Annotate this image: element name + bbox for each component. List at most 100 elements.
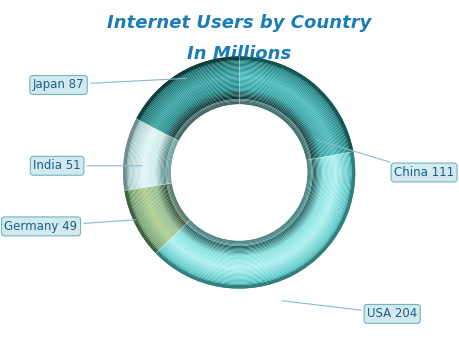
Wedge shape [171,156,333,267]
Wedge shape [128,190,159,251]
Wedge shape [169,94,239,137]
Wedge shape [164,138,174,184]
Wedge shape [239,88,321,157]
Wedge shape [149,71,239,126]
Wedge shape [168,184,188,223]
Wedge shape [152,75,239,128]
Wedge shape [137,126,150,188]
Wedge shape [129,121,142,190]
Wedge shape [162,137,172,185]
Wedge shape [175,100,239,140]
Wedge shape [148,187,174,236]
Wedge shape [146,187,172,238]
Wedge shape [168,140,177,184]
Wedge shape [123,119,137,190]
Wedge shape [125,120,139,190]
Wedge shape [145,187,171,239]
Wedge shape [142,128,154,188]
Wedge shape [130,189,161,249]
Wedge shape [150,131,161,186]
Wedge shape [136,57,239,119]
Wedge shape [157,81,239,130]
Wedge shape [165,89,239,135]
Wedge shape [175,156,328,262]
Wedge shape [162,153,345,279]
Wedge shape [154,186,178,232]
Wedge shape [239,80,330,156]
Wedge shape [145,66,239,124]
Wedge shape [142,64,239,123]
Wedge shape [126,120,140,190]
Wedge shape [239,104,306,160]
Wedge shape [139,60,239,121]
Wedge shape [157,185,180,230]
Wedge shape [168,155,337,272]
Wedge shape [159,82,239,131]
Wedge shape [146,67,239,124]
Wedge shape [162,86,239,133]
Wedge shape [239,78,331,156]
Wedge shape [141,62,239,122]
Wedge shape [239,66,343,154]
Wedge shape [239,65,344,153]
Wedge shape [182,158,318,252]
Wedge shape [147,187,173,237]
Wedge shape [169,155,335,269]
Wedge shape [137,188,166,244]
Wedge shape [172,97,239,138]
Wedge shape [178,104,239,141]
Wedge shape [173,156,330,264]
Wedge shape [156,78,239,129]
Wedge shape [145,129,157,187]
Wedge shape [189,160,308,242]
Wedge shape [163,87,239,134]
Wedge shape [156,151,354,288]
Wedge shape [239,67,342,154]
Wedge shape [156,186,179,231]
Wedge shape [150,72,239,127]
Wedge shape [239,92,318,158]
Wedge shape [239,60,349,152]
Wedge shape [124,119,138,190]
Wedge shape [167,155,339,273]
Wedge shape [165,184,186,225]
Wedge shape [168,155,336,270]
Wedge shape [148,130,160,187]
Wedge shape [239,77,332,156]
Wedge shape [156,151,354,288]
Wedge shape [239,71,338,155]
Text: Germany 49: Germany 49 [5,220,135,233]
Wedge shape [147,130,159,187]
Wedge shape [239,103,307,160]
Wedge shape [173,98,239,138]
Wedge shape [239,102,308,160]
Wedge shape [135,189,164,246]
Wedge shape [168,93,239,136]
Wedge shape [170,96,239,137]
Wedge shape [153,186,177,233]
Wedge shape [124,190,157,253]
Wedge shape [138,59,239,120]
Wedge shape [146,129,157,187]
Wedge shape [239,85,325,157]
Wedge shape [188,160,309,243]
Wedge shape [170,141,179,183]
Wedge shape [124,190,158,253]
Wedge shape [176,157,325,259]
Wedge shape [159,152,350,284]
Wedge shape [140,127,152,188]
Wedge shape [153,76,239,128]
Wedge shape [147,69,239,125]
Wedge shape [160,185,183,228]
Wedge shape [239,83,326,157]
Wedge shape [163,137,173,184]
Wedge shape [160,152,348,283]
Wedge shape [179,157,322,256]
Wedge shape [151,73,239,127]
Wedge shape [167,139,176,184]
Wedge shape [133,189,162,247]
Wedge shape [239,90,319,158]
Wedge shape [239,76,333,155]
Wedge shape [239,57,353,152]
Text: USA 204: USA 204 [282,301,416,321]
